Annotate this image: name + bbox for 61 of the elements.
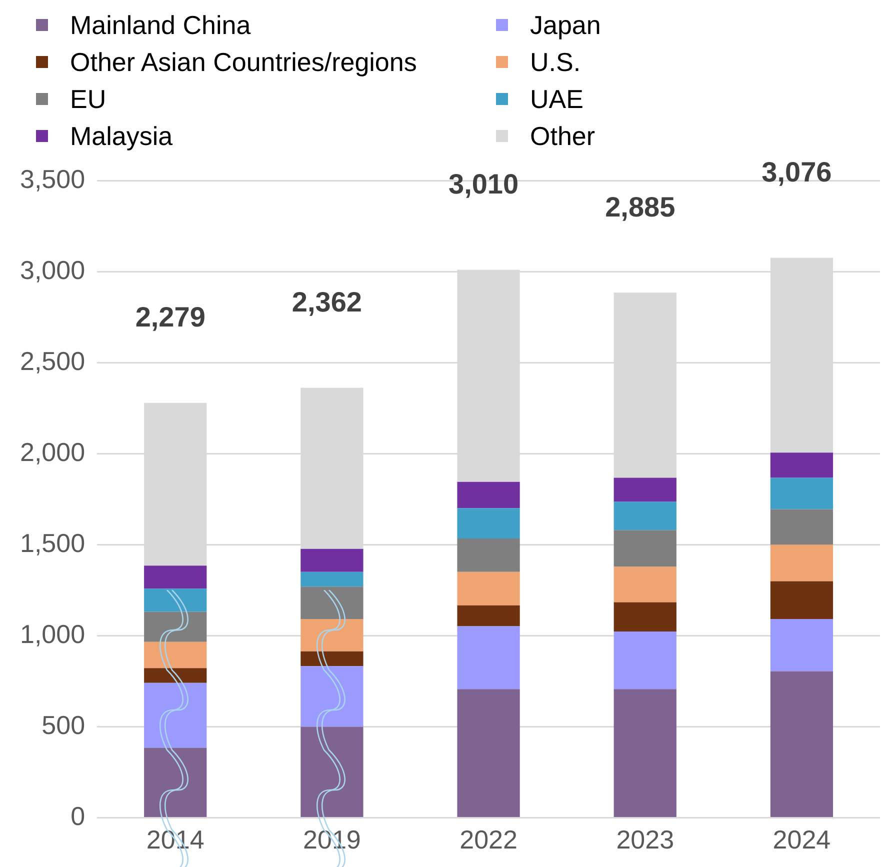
bar	[300, 586, 364, 619]
x-tick-label: 2022	[460, 824, 518, 855]
y-tick-label: 500	[42, 710, 86, 740]
bar	[457, 482, 520, 508]
bar	[614, 602, 676, 632]
bar	[144, 642, 207, 668]
bar	[770, 544, 834, 582]
y-tick-label: 1,500	[20, 528, 86, 558]
bar	[144, 748, 207, 818]
y-tick-label: 2,000	[20, 436, 86, 467]
x-tick-label: 2014	[146, 824, 204, 855]
bar	[614, 530, 676, 567]
bar	[300, 618, 364, 652]
bar	[144, 566, 207, 589]
legend-label: Japan	[530, 10, 601, 40]
legend-label: Malaysia	[70, 120, 173, 152]
bar	[770, 452, 834, 478]
total-label: 2,362	[292, 286, 362, 318]
bar	[144, 668, 207, 683]
bar	[614, 689, 676, 818]
bar	[770, 509, 834, 545]
y-tick-label: 0	[70, 800, 86, 831]
x-tick-label: 2024	[772, 824, 831, 855]
bar	[144, 682, 207, 748]
y-tick-label: 2,500	[20, 346, 86, 376]
total-label: 2,279	[135, 302, 206, 333]
bar	[457, 689, 520, 818]
bar	[457, 572, 520, 606]
bar	[614, 632, 676, 690]
x-tick-label: 2019	[303, 824, 361, 855]
legend-label: EU	[70, 84, 106, 114]
bar	[300, 572, 364, 587]
bar	[770, 478, 834, 510]
bar	[300, 651, 364, 666]
legend-label: Other Asian Countries/regions	[70, 46, 417, 78]
total-label: 2,885	[605, 191, 676, 222]
y-tick-label: 3,000	[20, 254, 86, 285]
bar	[614, 478, 676, 502]
bar	[300, 548, 364, 572]
bar	[457, 538, 520, 572]
bar	[770, 618, 834, 672]
bar	[457, 626, 520, 690]
bar	[614, 502, 676, 530]
bar	[144, 612, 207, 642]
y-tick-label: 1,000	[20, 618, 86, 649]
total-label: 3,076	[762, 156, 832, 188]
bar	[457, 605, 520, 626]
bar	[614, 566, 676, 602]
legend-label: UAE	[530, 84, 584, 114]
bar	[300, 726, 364, 818]
y-tick-label: 3,500	[20, 164, 86, 194]
bar	[144, 588, 207, 612]
total-label: 3,010	[448, 168, 519, 200]
legend-label: Mainland China	[70, 10, 251, 40]
x-tick-label: 2023	[616, 824, 674, 855]
bar	[770, 671, 834, 818]
bar	[300, 666, 364, 727]
bar	[457, 508, 520, 539]
legend-label: U.S.	[530, 46, 581, 78]
bar	[770, 581, 834, 619]
legend-label: Other	[530, 120, 596, 152]
